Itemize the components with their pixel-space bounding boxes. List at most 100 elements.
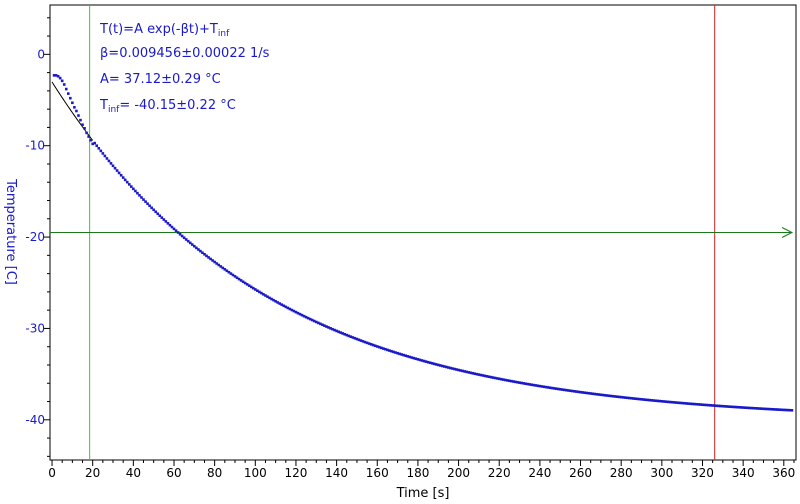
data-point	[333, 328, 336, 332]
data-point	[432, 362, 436, 366]
data-point	[254, 288, 257, 291]
data-point	[369, 343, 373, 346]
data-point	[414, 357, 418, 361]
data-point	[670, 400, 674, 404]
data-point	[215, 262, 218, 265]
data-point	[424, 360, 428, 363]
x-tick-label: 220	[488, 466, 511, 480]
data-point	[225, 269, 229, 273]
data-point	[121, 176, 125, 179]
data-point	[451, 367, 454, 370]
data-point	[243, 281, 247, 285]
data-point	[186, 239, 190, 243]
data-point	[471, 371, 475, 375]
data-point	[443, 365, 446, 368]
data-point	[184, 238, 188, 241]
data-point	[595, 392, 599, 396]
data-point	[603, 393, 607, 397]
data-point	[473, 372, 477, 376]
data-point	[573, 390, 576, 393]
data-point	[357, 338, 361, 342]
data-point	[534, 384, 538, 387]
annotation-tinf: Tinf= -40.15±0.22 °C	[100, 98, 236, 115]
data-point	[642, 398, 645, 401]
data-point	[672, 401, 676, 404]
data-point	[266, 295, 269, 298]
data-point	[107, 159, 111, 163]
data-point	[260, 291, 263, 295]
x-tick-label: 140	[325, 466, 348, 480]
data-point	[516, 380, 519, 384]
data-point	[497, 377, 501, 381]
data-point	[272, 298, 275, 302]
data-point	[235, 276, 239, 280]
data-point	[449, 366, 452, 370]
data-point	[310, 318, 314, 322]
data-point	[660, 399, 664, 403]
data-point	[526, 382, 529, 386]
annotation-amplitude: A= 37.12±0.29 °C	[100, 72, 221, 87]
data-point	[453, 367, 456, 371]
data-point	[648, 398, 651, 402]
data-point	[434, 363, 438, 366]
data-point	[382, 347, 385, 350]
data-point	[636, 397, 639, 401]
data-point	[373, 344, 377, 348]
data-point	[264, 294, 267, 297]
data-point	[119, 173, 123, 177]
data-point	[77, 114, 80, 117]
data-point	[611, 394, 615, 398]
data-point	[115, 169, 119, 172]
data-point	[154, 210, 157, 214]
data-point	[97, 147, 101, 150]
data-point	[475, 372, 479, 376]
data-point	[211, 259, 214, 262]
data-point	[762, 407, 765, 411]
data-point	[656, 399, 660, 403]
data-point	[628, 396, 631, 400]
data-point	[99, 149, 103, 153]
data-point	[158, 214, 162, 218]
data-point	[583, 391, 586, 394]
data-point	[713, 404, 716, 407]
data-point	[607, 394, 611, 398]
data-point	[518, 381, 521, 384]
data-point	[323, 324, 326, 327]
data-point	[554, 387, 558, 390]
data-point	[613, 395, 617, 398]
data-point	[654, 399, 658, 403]
data-point	[270, 297, 273, 301]
data-point	[495, 377, 499, 380]
data-point	[508, 379, 511, 383]
data-point	[83, 127, 86, 130]
data-point	[540, 385, 544, 388]
data-point	[142, 198, 145, 201]
data-point	[650, 399, 653, 402]
data-point	[756, 407, 759, 410]
data-point	[506, 379, 509, 382]
data-point	[621, 396, 625, 399]
data-point	[296, 311, 300, 315]
data-point	[689, 402, 692, 406]
x-tick-label: 200	[447, 466, 470, 480]
data-point	[469, 371, 473, 375]
data-points	[52, 74, 794, 412]
data-point	[138, 194, 141, 197]
data-point	[727, 405, 731, 408]
data-point	[735, 405, 739, 409]
data-point	[538, 384, 542, 388]
data-point	[487, 375, 491, 379]
data-point	[162, 218, 166, 221]
data-point	[418, 358, 422, 362]
annotation-formula-sub: inf	[217, 29, 230, 39]
annotation-beta: β=0.009456±0.00022 1/s	[100, 46, 270, 61]
data-point	[733, 405, 737, 409]
data-point	[396, 351, 399, 355]
data-point	[164, 220, 168, 223]
data-point	[56, 74, 60, 78]
data-point	[447, 366, 450, 369]
data-point	[312, 319, 316, 323]
data-point	[89, 138, 92, 142]
data-point	[233, 275, 237, 278]
data-point	[646, 398, 649, 402]
